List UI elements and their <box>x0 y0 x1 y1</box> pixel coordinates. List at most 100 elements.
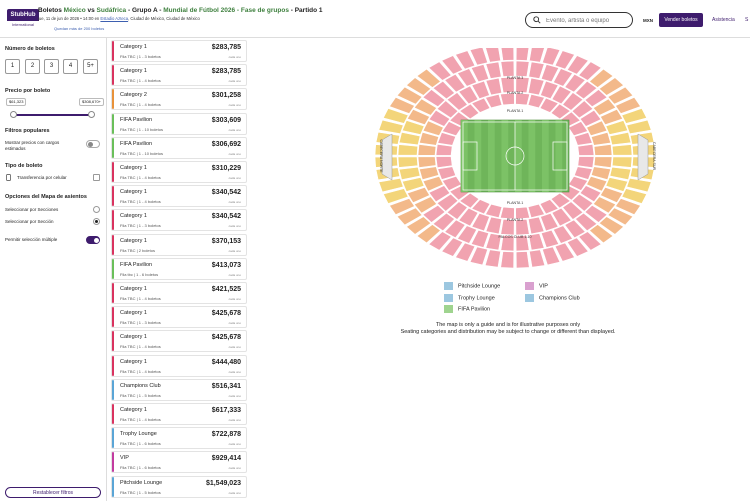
seat-section-planta2[interactable] <box>564 219 586 239</box>
seat-section-planta3[interactable] <box>469 48 488 66</box>
seat-section-planta1-upper[interactable] <box>551 207 572 227</box>
seat-section-planta1-upper[interactable] <box>458 207 479 227</box>
team-away-link[interactable]: Sudáfrica <box>96 7 127 14</box>
seat-section-planta1-upper[interactable] <box>500 76 515 94</box>
qty-option-4[interactable]: 4 <box>63 59 78 74</box>
seat-section-planta3[interactable] <box>455 242 476 262</box>
seat-section-planta2[interactable] <box>432 212 456 232</box>
seat-section-planta2[interactable] <box>540 64 560 83</box>
seat-section-planta1-lower[interactable] <box>568 176 589 191</box>
seat-section-planta2[interactable] <box>398 166 421 181</box>
listing-row[interactable]: Category 1 Fila TBC | 1 - 4 boletos $425,6… <box>111 330 247 353</box>
listing-row[interactable]: FIFA Pavilion Fila TBC | 1 - 10 boletos $3… <box>111 112 247 135</box>
qty-option-3[interactable]: 3 <box>44 59 59 74</box>
seat-section-planta2[interactable] <box>457 225 478 244</box>
seat-section-planta2[interactable] <box>592 196 617 214</box>
listing-row[interactable]: Champions Club Fila TBC | 1 - 5 boletos $5… <box>111 378 247 401</box>
seat-section-planta1-upper[interactable] <box>593 144 613 156</box>
seat-section-planta2[interactable] <box>422 204 446 223</box>
qty-option-1[interactable]: 1 <box>5 59 20 74</box>
seat-section-planta3[interactable] <box>405 77 432 96</box>
seat-section-planta3[interactable] <box>554 242 575 262</box>
seat-section-planta2[interactable] <box>485 61 502 79</box>
seat-section-planta1-upper[interactable] <box>571 100 594 119</box>
seat-section-planta3[interactable] <box>428 231 452 251</box>
seat-section-planta1-upper[interactable] <box>428 109 451 127</box>
seat-section-planta2[interactable] <box>599 108 624 126</box>
listing-row[interactable]: Category 1 Fila TBC | 1 - 4 boletos $421,5… <box>111 282 247 304</box>
seat-section-planta3[interactable] <box>382 188 409 204</box>
listing-row[interactable]: Trophy Lounge Fila TBC | 1 - 6 boletos $72… <box>111 427 247 450</box>
seat-section-planta1-lower[interactable] <box>577 156 595 169</box>
seat-section-planta3[interactable] <box>485 48 501 63</box>
seat-section-planta3[interactable] <box>566 55 589 75</box>
seat-section-planta1-upper[interactable] <box>593 156 613 168</box>
seat-section-planta2[interactable] <box>406 108 431 126</box>
seat-section-planta3[interactable] <box>554 50 575 70</box>
multi-select-toggle[interactable] <box>86 236 100 244</box>
listing-row[interactable]: Category 1 Fila TBC | 1 - 4 boletos $617,3… <box>111 403 247 425</box>
seat-section-planta1-upper[interactable] <box>446 201 468 220</box>
seat-section-planta1-lower[interactable] <box>485 203 503 219</box>
seat-section-planta3[interactable] <box>382 108 409 124</box>
seat-section-planta1-upper[interactable] <box>579 185 602 203</box>
sell-tickets-button[interactable]: Vender boletos <box>659 13 703 27</box>
seat-section-planta3[interactable] <box>389 96 415 114</box>
seat-section-planta1-upper[interactable] <box>551 85 572 105</box>
seat-section-planta3[interactable] <box>589 224 614 244</box>
listing-row[interactable]: Category 1 Fila TBC | 2 boletos $370,153 ca… <box>111 233 247 256</box>
seat-section-planta2[interactable] <box>609 166 632 181</box>
mobile-transfer-checkbox[interactable] <box>93 174 100 181</box>
seat-section-planta3[interactable] <box>500 251 515 269</box>
listing-row[interactable]: Category 1 Fila TBC | 1 - 3 boletos $283,7… <box>111 40 247 62</box>
listing-row[interactable]: FIFA Pavilion Fila tbc | 1 - 6 boletos $41… <box>111 257 247 280</box>
seat-section-planta3[interactable] <box>578 61 602 81</box>
seat-section-planta2[interactable] <box>564 73 586 93</box>
seat-section-planta1-lower[interactable] <box>539 97 559 113</box>
seat-section-planta3[interactable] <box>529 249 546 268</box>
seat-section-planta3[interactable] <box>441 237 464 257</box>
seat-section-planta1-lower[interactable] <box>435 156 453 169</box>
listing-row[interactable]: Category 1 Fila TBC | 1 - 4 boletos $310,2… <box>111 161 247 183</box>
seat-section-planta2[interactable] <box>470 64 490 83</box>
listing-row[interactable]: Pitchside Lounge Fila TBC | 1 - 5 boletos… <box>111 475 247 498</box>
seat-section-planta1-upper[interactable] <box>562 92 584 111</box>
price-slider-track[interactable] <box>13 114 91 116</box>
tournament-link[interactable]: Mundial de Fútbol 2026 - Fase de grupos <box>163 7 289 14</box>
seat-section-planta1-lower[interactable] <box>437 132 457 146</box>
seat-section-planta2[interactable] <box>609 131 632 146</box>
seat-section-planta1-upper[interactable] <box>417 156 437 168</box>
seat-section-planta2[interactable] <box>401 120 425 135</box>
seat-section-planta2[interactable] <box>528 233 545 251</box>
seat-section-planta2[interactable] <box>500 60 515 77</box>
seat-section-planta3[interactable] <box>515 251 530 269</box>
seat-section-planta1-upper[interactable] <box>417 144 437 156</box>
seat-section-planta2[interactable] <box>540 229 560 248</box>
seat-section-planta2[interactable] <box>528 61 545 79</box>
seat-section-planta1-lower[interactable] <box>573 132 593 146</box>
seat-section-planta1-upper[interactable] <box>471 80 490 100</box>
seat-section-planta3[interactable] <box>405 216 432 235</box>
listing-row[interactable]: FIFA Pavilion Fila TBC | 1 - 10 boletos $3… <box>111 136 247 159</box>
seat-section-planta1-lower[interactable] <box>499 206 515 220</box>
seat-section-planta1-lower[interactable] <box>441 121 462 136</box>
listing-row[interactable]: Category 1 Fila TBC | 1 - 3 boletos $425,6… <box>111 306 247 329</box>
help-link[interactable]: Asistencia <box>712 17 735 23</box>
price-slider-max-handle[interactable] <box>88 111 95 118</box>
seat-section-planta1-lower[interactable] <box>437 166 457 180</box>
seat-section-planta1-upper[interactable] <box>562 201 584 220</box>
seat-section-planta2[interactable] <box>406 186 431 204</box>
seat-section-planta2[interactable] <box>592 98 617 116</box>
seat-section-planta1-lower[interactable] <box>441 176 462 191</box>
seat-section-planta3[interactable] <box>607 86 634 105</box>
seat-section-planta3[interactable] <box>515 48 530 61</box>
seat-section-planta1-upper[interactable] <box>458 85 479 105</box>
qty-option-2[interactable]: 2 <box>25 59 40 74</box>
seat-section-planta2[interactable] <box>605 120 629 135</box>
currency-selector[interactable]: MXN <box>643 18 653 23</box>
seat-section-planta2[interactable] <box>432 80 456 100</box>
seat-section-planta1-upper[interactable] <box>418 131 440 146</box>
search-box[interactable] <box>525 12 633 28</box>
seat-section-planta2[interactable] <box>605 177 629 192</box>
seat-section-planta1-upper[interactable] <box>586 176 608 192</box>
